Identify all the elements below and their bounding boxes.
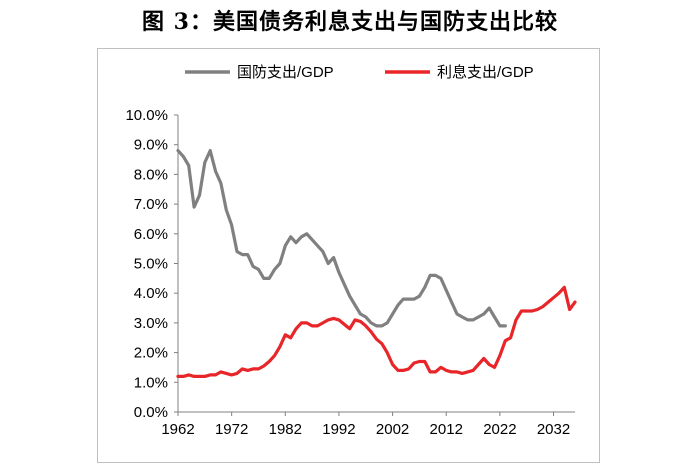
chart-title: 图 3：美国债务利息支出与国防支出比较	[142, 9, 558, 35]
legend-label-1: 国防支出/GDP	[237, 64, 334, 81]
y-tick-label: 0.0%	[134, 404, 168, 421]
legend-label-2: 利息支出/GDP	[437, 64, 534, 81]
y-tick-label: 9.0%	[134, 137, 168, 154]
y-tick-label: 1.0%	[134, 374, 168, 391]
y-tick-label: 3.0%	[134, 315, 168, 332]
x-tick-label: 2002	[376, 421, 409, 438]
x-tick-label: 1962	[161, 421, 194, 438]
y-tick-label: 4.0%	[134, 285, 168, 302]
x-tick-label: 1972	[215, 421, 248, 438]
x-tick-label: 2022	[483, 421, 516, 438]
axes: 10.0% 9.0% 8.0% 7.0% 6.0% 5.0% 4.0% 3.0% 2.0% 1.0…	[125, 107, 575, 438]
series-group	[176, 149, 577, 378]
y-tick-label: 7.0%	[134, 196, 168, 213]
y-tick-label: 5.0%	[134, 256, 168, 273]
series-line-1	[176, 149, 507, 328]
y-tick-label: 6.0%	[134, 226, 168, 243]
x-tick-label: 2012	[430, 421, 463, 438]
x-tick-label: 1982	[269, 421, 302, 438]
y-tick-label: 8.0%	[134, 166, 168, 183]
x-tick-label: 1992	[322, 421, 355, 438]
y-tick-label: 2.0%	[134, 345, 168, 362]
y-tick-label: 10.0%	[125, 107, 168, 124]
chart-frame	[97, 48, 600, 463]
x-tick-label: 2032	[537, 421, 570, 438]
series-line-2	[176, 285, 577, 378]
legend: 国防支出/GDP 利息支出/GDP	[185, 64, 534, 81]
